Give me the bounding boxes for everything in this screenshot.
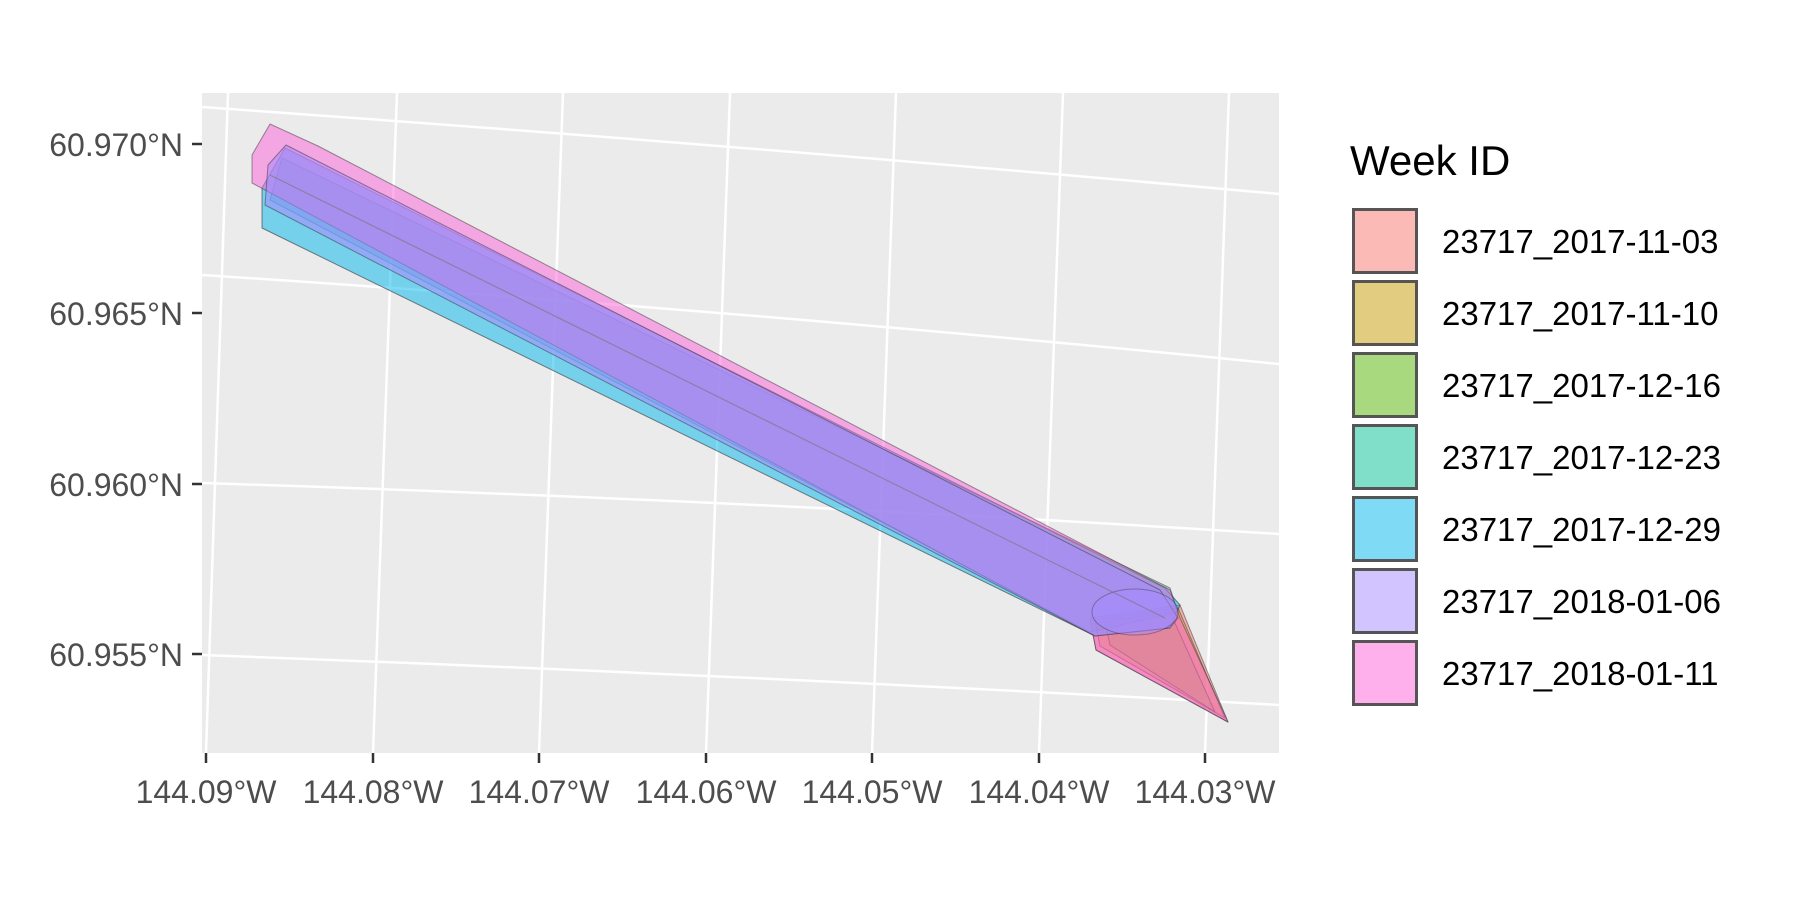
legend-label: 23717_2017-11-10 xyxy=(1442,295,1718,332)
x-tick-label: 144.06°W xyxy=(636,774,778,810)
graticule-lon-144070 xyxy=(537,92,565,754)
x-tick-144050: 144.05°W xyxy=(802,753,944,810)
y-tick-label: 60.955°N xyxy=(49,637,183,673)
legend-key-swatch xyxy=(1352,424,1418,490)
x-tick-label: 144.08°W xyxy=(303,774,445,810)
graticule-lat-60960 xyxy=(201,481,1280,536)
legend-key-swatch xyxy=(1352,640,1418,706)
y-tick-label: 60.960°N xyxy=(49,467,183,503)
y-tick-label: 60.970°N xyxy=(49,127,183,163)
x-tick-144070: 144.07°W xyxy=(469,753,611,810)
graticule-lon-144050 xyxy=(870,92,898,754)
graticule-lon-144040 xyxy=(1037,92,1065,754)
legend-key-swatch xyxy=(1352,568,1418,634)
y-tick-60960: 60.960°N xyxy=(49,467,202,503)
legend-key-swatch xyxy=(1352,352,1418,418)
x-tick-label: 144.03°W xyxy=(1135,774,1277,810)
legend-title: Week ID xyxy=(1350,137,1510,184)
y-tick-60965: 60.965°N xyxy=(49,296,202,332)
x-tick-144040: 144.04°W xyxy=(969,753,1111,810)
x-tick-label: 144.05°W xyxy=(802,774,944,810)
legend-items: 23717_2017-11-03 23717_2017-11-10 23717_20… xyxy=(1352,208,1721,706)
legend-item: 23717_2017-11-10 xyxy=(1352,280,1718,346)
x-tick-label: 144.04°W xyxy=(969,774,1111,810)
legend-label: 23717_2017-11-03 xyxy=(1442,223,1718,260)
legend-key-swatch xyxy=(1352,496,1418,562)
legend-label: 23717_2017-12-23 xyxy=(1442,439,1721,476)
y-axis: 60.970°N 60.965°N 60.960°N 60.955°N xyxy=(49,127,202,673)
graticule-lon-144090 xyxy=(204,92,230,754)
legend-item: 23717_2017-12-23 xyxy=(1352,424,1721,490)
legend: Week ID 23717_2017-11-03 23717_2017-11-10… xyxy=(1350,137,1721,706)
polygon-2018-01-06-end-cluster xyxy=(1091,588,1179,636)
legend-key-swatch xyxy=(1352,280,1418,346)
x-tick-label: 144.09°W xyxy=(136,774,278,810)
legend-item: 23717_2018-01-11 xyxy=(1352,640,1718,706)
y-tick-label: 60.965°N xyxy=(49,296,183,332)
legend-item: 23717_2017-12-16 xyxy=(1352,352,1721,418)
legend-item: 23717_2017-12-29 xyxy=(1352,496,1721,562)
x-axis: 144.09°W 144.08°W 144.07°W 144.06°W 144.… xyxy=(136,753,1277,810)
graticule-lon-144030 xyxy=(1203,92,1231,754)
graticule-lines xyxy=(201,92,1280,754)
legend-key-swatch xyxy=(1352,208,1418,274)
graticule-lat-60970 xyxy=(201,105,1280,196)
x-tick-144060: 144.06°W xyxy=(636,753,778,810)
legend-label: 23717_2017-12-16 xyxy=(1442,367,1721,404)
x-tick-144080: 144.08°W xyxy=(303,753,445,810)
legend-label: 23717_2017-12-29 xyxy=(1442,511,1721,548)
y-tick-60970: 60.970°N xyxy=(49,127,202,163)
graticule-lat-60965 xyxy=(201,273,1280,366)
legend-item: 23717_2018-01-06 xyxy=(1352,568,1721,634)
home-range-polygons xyxy=(251,123,1229,723)
x-tick-144090: 144.09°W xyxy=(136,753,278,810)
legend-label: 23717_2018-01-06 xyxy=(1442,583,1721,620)
legend-item: 23717_2017-11-03 xyxy=(1352,208,1718,274)
y-tick-60955: 60.955°N xyxy=(49,637,202,673)
polygon-centerline xyxy=(269,174,1166,619)
x-tick-144030: 144.03°W xyxy=(1135,753,1277,810)
x-tick-label: 144.07°W xyxy=(469,774,611,810)
legend-label: 23717_2018-01-11 xyxy=(1442,655,1718,692)
graticule-lat-60955 xyxy=(201,653,1280,707)
